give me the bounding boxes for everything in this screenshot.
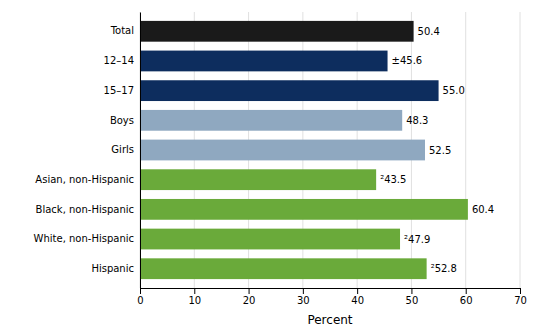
y-tick: Hispanic [91, 263, 134, 274]
x-tick-mark [357, 288, 358, 294]
y-tick: 12–14 [104, 55, 134, 66]
y-tick-label: Hispanic [91, 263, 134, 274]
y-tick: Asian, non-Hispanic [35, 174, 134, 185]
y-tick: Girls [111, 144, 134, 155]
x-tick: 30 [297, 288, 310, 306]
grid-line [520, 12, 521, 288]
bar [140, 169, 376, 190]
y-tick-label: White, non-Hispanic [34, 233, 134, 244]
y-tick-label: Girls [111, 144, 134, 155]
bar [140, 110, 402, 131]
x-axis: 0 10 20 30 40 50 60 70 [137, 288, 527, 306]
data-label: 52.5 [429, 145, 451, 156]
data-label: ²47.9 [404, 234, 430, 245]
bar [140, 140, 425, 161]
y-tick: Boys [110, 115, 134, 126]
data-label: 55.0 [443, 85, 465, 96]
y-tick: 15–17 [104, 85, 134, 96]
y-axis-line [140, 13, 141, 289]
x-tick-label: 30 [297, 295, 310, 306]
y-tick: White, non-Hispanic [34, 233, 134, 244]
y-tick-label: 12–14 [104, 55, 134, 66]
x-tick-label: 70 [514, 295, 527, 306]
x-tick-mark [194, 288, 195, 294]
bar [140, 21, 414, 42]
bar [140, 51, 388, 72]
grid-line [465, 12, 466, 288]
data-label: ²52.8 [431, 263, 457, 274]
x-tick: 0 [137, 288, 143, 306]
x-tick-mark [520, 288, 521, 294]
plot: 50.4 ±45.6 55.0 48.3 52.5 ²43.5 60.4 ²47.9 ²52.8… [34, 12, 527, 306]
x-tick-label: 0 [137, 295, 143, 306]
grid-line [140, 12, 141, 288]
x-tick-label: 10 [188, 295, 201, 306]
x-tick: 10 [188, 288, 201, 306]
bar [140, 199, 468, 220]
x-tick-label: 50 [406, 295, 419, 306]
x-tick-mark [303, 288, 304, 294]
bar [140, 80, 439, 101]
y-tick: Black, non-Hispanic [36, 204, 134, 215]
x-tick-mark [140, 288, 141, 294]
bars [140, 21, 468, 279]
data-label: 60.4 [472, 204, 494, 215]
bar [140, 229, 400, 250]
x-tick: 40 [351, 288, 364, 306]
y-tick-label: Boys [110, 115, 134, 126]
data-label: ²43.5 [380, 174, 406, 185]
y-tick-label: 15–17 [104, 85, 134, 96]
y-tick-label: Total [110, 25, 134, 36]
x-tick: 50 [406, 288, 419, 306]
y-axis: Total 12–14 15–17 Boys Girls Asian, non-Hispa… [34, 13, 141, 289]
data-label: ±45.6 [392, 55, 423, 66]
data-labels: 50.4 ±45.6 55.0 48.3 52.5 ²43.5 60.4 ²47.9 ²52.8 [380, 26, 494, 274]
x-axis-line [141, 289, 521, 295]
chart: 50.4 ±45.6 55.0 48.3 52.5 ²43.5 60.4 ²47.9 ²52.8… [0, 0, 560, 332]
x-tick-label: 40 [351, 295, 364, 306]
x-tick: 70 [514, 288, 527, 306]
x-tick-label: 20 [243, 295, 256, 306]
y-tick: Total [110, 25, 134, 36]
x-tick: 20 [243, 288, 256, 306]
x-tick-mark [411, 288, 412, 294]
x-tick: 60 [460, 288, 473, 306]
data-label: 48.3 [406, 115, 428, 126]
data-label: 50.4 [418, 26, 440, 37]
x-tick-mark [466, 288, 467, 294]
y-tick-label: Asian, non-Hispanic [35, 174, 134, 185]
x-tick-label: 60 [460, 295, 473, 306]
bar [140, 258, 427, 279]
grid [140, 12, 520, 288]
x-tick-mark [249, 288, 250, 294]
x-axis-title: Percent [307, 313, 352, 327]
y-tick-label: Black, non-Hispanic [36, 204, 134, 215]
